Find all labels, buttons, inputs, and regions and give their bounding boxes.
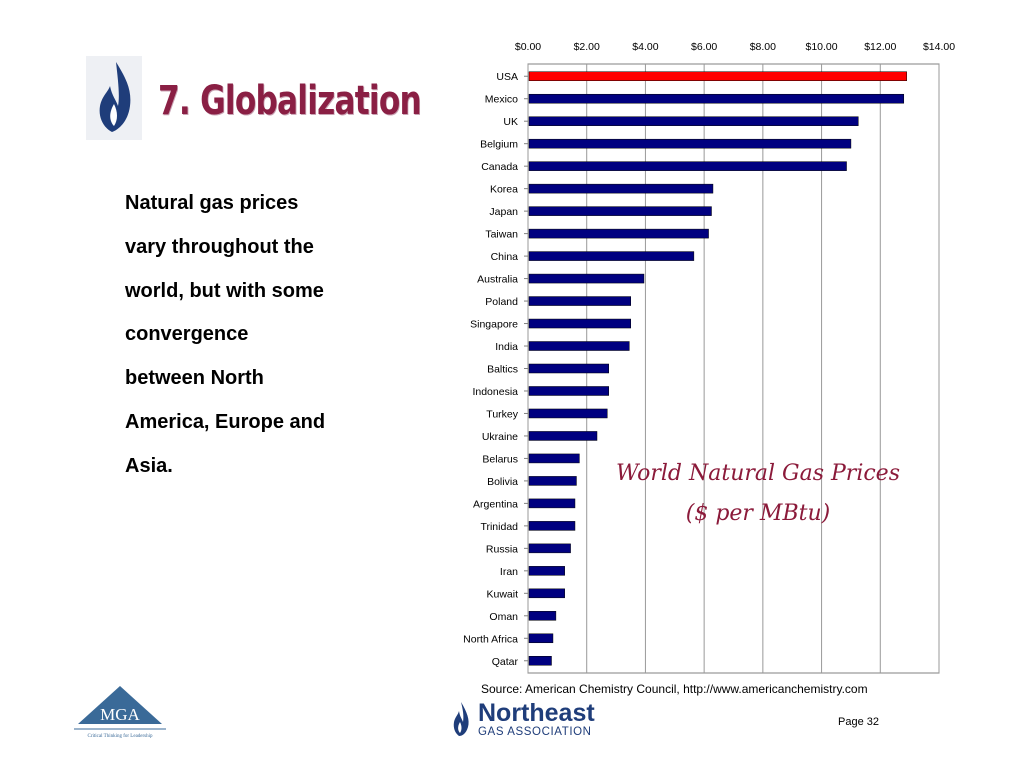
body-line: vary throughout the <box>125 235 314 258</box>
y-tick-label: Bolivia <box>487 476 518 488</box>
mga-logo-text: MGA <box>100 705 140 724</box>
bar <box>528 566 565 576</box>
y-tick-label: Taiwan <box>485 229 518 241</box>
bar <box>528 161 847 171</box>
bar <box>528 386 609 396</box>
y-tick-label: Poland <box>485 296 518 308</box>
y-tick-label: Qatar <box>492 656 519 668</box>
bar <box>528 183 714 194</box>
x-tick-label: $0.00 <box>515 41 541 53</box>
bar <box>528 588 565 599</box>
chart-title-line: ($ per MBtu) <box>686 501 830 526</box>
y-tick-label: Canada <box>481 161 518 173</box>
y-tick-label: Japan <box>489 206 518 218</box>
y-tick-label: Argentina <box>473 498 518 510</box>
bar <box>528 296 631 306</box>
x-tick-label: $6.00 <box>691 41 717 53</box>
bar <box>528 431 598 441</box>
bar <box>528 251 695 261</box>
y-tick-label: China <box>491 251 519 263</box>
bar <box>528 138 852 149</box>
x-tick-label: $12.00 <box>864 41 896 53</box>
bar <box>528 363 609 374</box>
bar <box>528 116 859 126</box>
x-tick-label: $8.00 <box>750 41 776 53</box>
bar <box>528 206 712 216</box>
chart-title-line: World Natural Gas Prices <box>616 461 900 486</box>
mga-tagline: Critical Thinking for Leadership <box>87 734 153 739</box>
y-tick-label: Indonesia <box>472 386 518 398</box>
source-note: Source: American Chemistry Council, http… <box>481 682 868 696</box>
y-tick-label: Australia <box>477 274 518 286</box>
bar <box>528 611 557 621</box>
y-tick-label: Baltics <box>487 364 518 376</box>
y-tick-label: Singapore <box>470 319 518 331</box>
body-line: Natural gas prices <box>125 192 299 214</box>
nga-logo: Northeast GAS ASSOCIATION <box>450 699 620 738</box>
y-tick-label: Iran <box>500 566 518 578</box>
body-line: world, but with some <box>125 279 324 302</box>
pyramid-icon <box>78 686 162 724</box>
page-number: Page 32 <box>838 716 879 728</box>
flame-logo <box>86 56 142 140</box>
bar <box>528 71 907 81</box>
body-line: convergence <box>125 323 249 346</box>
y-tick-label: Belgium <box>480 139 518 151</box>
y-tick-label: Russia <box>486 543 518 555</box>
y-tick-label: UK <box>503 116 518 128</box>
body-line: Asia. <box>125 454 173 477</box>
bar <box>528 228 709 239</box>
mga-logo: MGA Critical Thinking for Leadership <box>70 684 170 740</box>
bar <box>528 93 905 104</box>
y-tick-label: India <box>495 341 518 353</box>
y-tick-label: Ukraine <box>482 431 518 443</box>
y-tick-label: Trinidad <box>480 521 518 533</box>
bar <box>528 543 571 554</box>
body-text: Natural gas prices vary throughout the w… <box>125 182 375 489</box>
y-tick-label: Turkey <box>486 408 518 420</box>
slide-title: 7. Globalization <box>158 78 422 124</box>
flame-icon <box>99 62 131 132</box>
y-tick-label: USA <box>496 71 518 83</box>
bar <box>528 656 552 666</box>
flame-icon <box>453 702 469 736</box>
y-tick-label: North Africa <box>463 633 518 645</box>
bar <box>528 521 576 531</box>
body-line: America, Europe and <box>125 410 326 433</box>
y-tick-label: Korea <box>490 184 518 196</box>
bar <box>528 453 580 464</box>
bar <box>528 633 554 644</box>
x-tick-label: $2.00 <box>574 41 600 53</box>
bar <box>528 318 631 329</box>
body-line: between North <box>125 367 264 390</box>
y-tick-label: Kuwait <box>486 588 518 600</box>
bar <box>528 273 645 284</box>
x-tick-label: $10.00 <box>806 41 838 53</box>
nga-name: Northeast <box>478 700 595 727</box>
gas-price-chart: $0.00 $2.00 $4.00 $6.00 $8.00 $10.00 $12.00 $14… <box>463 41 955 674</box>
x-tick-label: $4.00 <box>632 41 658 53</box>
x-tick-label: $14.00 <box>923 41 955 53</box>
bar <box>528 341 630 351</box>
bar <box>528 408 608 419</box>
bar <box>528 476 577 486</box>
y-tick-label: Mexico <box>485 94 518 106</box>
bar <box>528 498 576 509</box>
y-tick-label: Oman <box>489 611 518 623</box>
nga-subtitle: GAS ASSOCIATION <box>478 726 592 738</box>
y-tick-label: Belarus <box>482 453 518 465</box>
